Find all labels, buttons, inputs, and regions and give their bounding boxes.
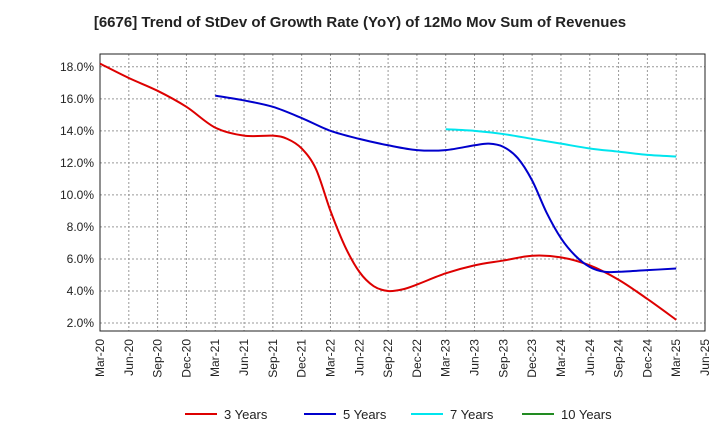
x-tick-label: Sep-21: [266, 339, 280, 378]
x-tick-label: Mar-21: [208, 339, 222, 377]
x-tick-label: Jun-21: [237, 339, 251, 376]
x-tick-label: Jun-20: [122, 339, 136, 376]
x-tick-label: Dec-20: [179, 339, 193, 378]
x-tick-label: Dec-22: [410, 339, 424, 378]
x-tick-label: Dec-23: [525, 339, 539, 378]
y-tick-label: 18.0%: [60, 60, 94, 74]
x-tick-label: Dec-21: [295, 339, 309, 378]
x-tick-label: Mar-20: [93, 339, 107, 377]
y-tick-label: 6.0%: [67, 252, 95, 266]
legend-label: 7 Years: [450, 407, 494, 422]
y-tick-label: 12.0%: [60, 156, 94, 170]
legend-label: 10 Years: [561, 407, 612, 422]
y-tick-label: 10.0%: [60, 188, 94, 202]
y-tick-label: 16.0%: [60, 92, 94, 106]
y-tick-label: 14.0%: [60, 124, 94, 138]
x-tick-label: Jun-24: [583, 339, 597, 376]
x-tick-label: Mar-25: [669, 339, 683, 377]
x-tick-label: Jun-22: [352, 339, 366, 376]
plot-frame: [99, 53, 706, 332]
legend-label: 3 Years: [224, 407, 268, 422]
x-tick-label: Sep-23: [496, 339, 510, 378]
x-tick-label: Mar-22: [323, 339, 337, 377]
chart-title: [6676] Trend of StDev of Growth Rate (Yo…: [93, 14, 627, 31]
y-tick-label: 4.0%: [67, 284, 95, 298]
x-tick-label: Sep-20: [151, 339, 165, 378]
x-tick-label: Mar-24: [554, 339, 568, 377]
series-line-3-years: [99, 62, 677, 321]
x-tick-label: Jun-23: [468, 339, 482, 376]
y-tick-label: 2.0%: [67, 316, 95, 330]
x-tick-label: Sep-22: [381, 339, 395, 378]
y-tick-label: 8.0%: [67, 220, 95, 234]
x-tick-label: Mar-23: [439, 339, 453, 377]
x-tick-label: Sep-24: [612, 339, 626, 378]
x-tick-label: Jun-25: [698, 339, 712, 376]
series-line-7-years: [445, 128, 677, 158]
legend-label: 5 Years: [343, 407, 387, 422]
series-line-5-years: [215, 94, 677, 274]
x-tick-label: Dec-24: [640, 339, 654, 378]
